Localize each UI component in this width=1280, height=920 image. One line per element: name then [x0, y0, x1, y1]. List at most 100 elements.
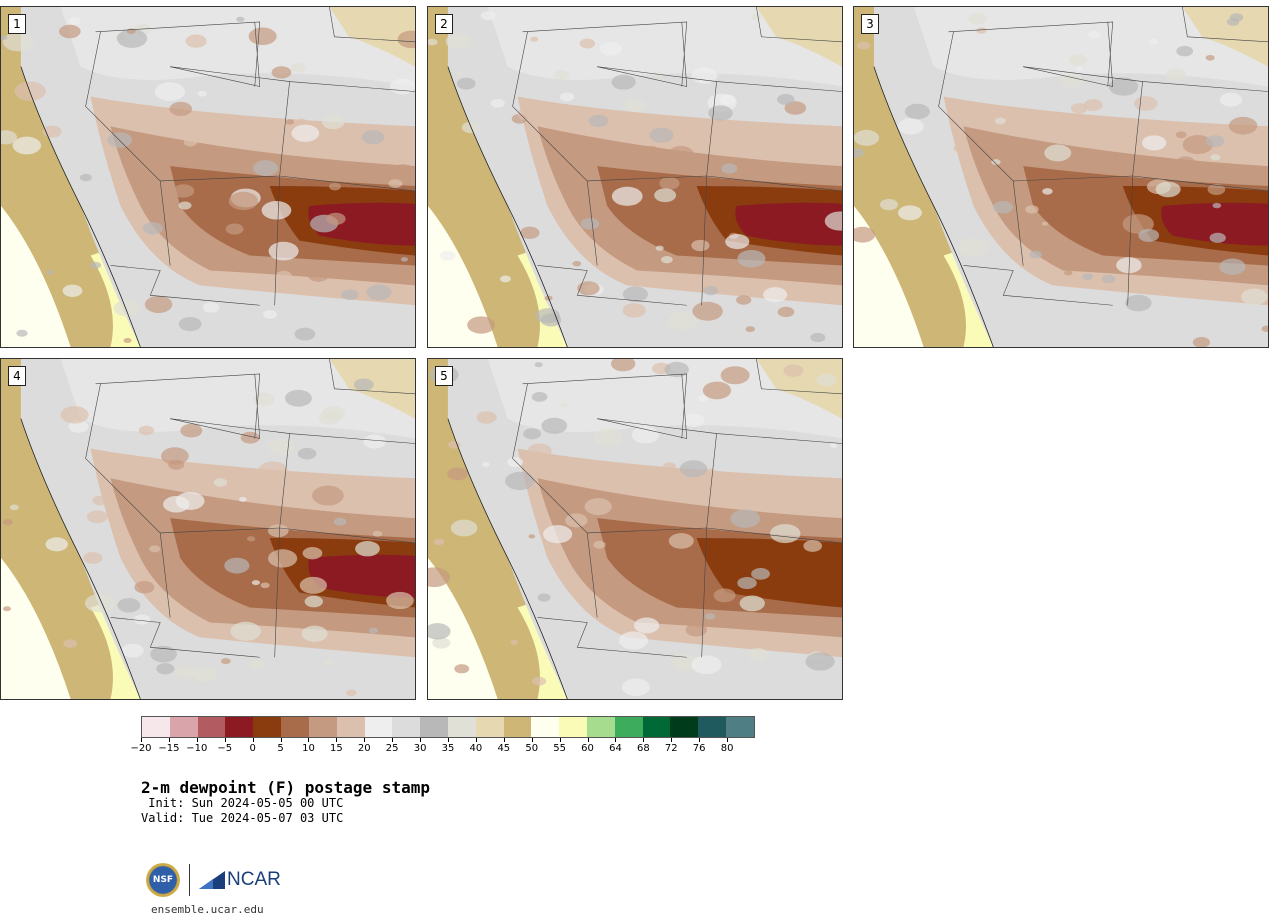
speckle [1060, 73, 1083, 88]
speckle [1138, 228, 1160, 242]
state-boundary [274, 175, 280, 306]
state-boundary [329, 7, 415, 43]
speckle [476, 411, 497, 424]
speckle [366, 284, 392, 301]
speckle [268, 241, 299, 261]
speckle [368, 627, 379, 634]
speckle [751, 567, 770, 580]
colorbar-tick [141, 738, 142, 742]
speckle [621, 678, 650, 697]
speckle [1064, 270, 1073, 276]
speckle [123, 338, 132, 344]
moist-ocean [854, 205, 924, 347]
speckle [560, 92, 575, 102]
coastline [447, 66, 568, 347]
speckle [854, 226, 876, 243]
state-boundary [170, 21, 261, 87]
init-time: Init: Sun 2024-05-05 00 UTC [141, 796, 344, 810]
speckle [1044, 144, 1072, 162]
site-url: ensemble.ucar.edu [151, 903, 264, 916]
speckle [897, 118, 924, 135]
speckle [599, 41, 622, 56]
state-boundary [95, 21, 261, 87]
speckle [720, 366, 750, 385]
colorbar-tick-label: 20 [357, 743, 371, 754]
speckle [668, 145, 694, 162]
panel-number-label: 4 [8, 366, 26, 386]
speckle [318, 410, 342, 425]
speckle [490, 98, 505, 108]
speckle [854, 129, 880, 146]
colorbar-swatch [225, 717, 254, 737]
colorbar-swatch [559, 717, 587, 737]
speckle [144, 295, 173, 314]
speckle [530, 36, 539, 42]
speckle [1219, 258, 1246, 275]
speckle [230, 621, 261, 641]
speckle [87, 510, 108, 524]
colorbar-swatch [308, 717, 337, 737]
colorbar-tick [559, 738, 561, 742]
speckle [662, 462, 676, 471]
colorbar-swatch [281, 717, 309, 737]
moist-ocean [1, 205, 71, 347]
colorbar-tick-label: −15 [158, 743, 180, 754]
colorbar-tick [308, 738, 310, 742]
speckle [304, 595, 323, 608]
speckle [737, 576, 757, 590]
state-boundary [701, 527, 707, 658]
coastline [20, 418, 141, 699]
colorbar-tick-label: 64 [609, 743, 622, 754]
colorbar-tick-label: 68 [636, 743, 650, 754]
speckle [60, 406, 89, 424]
panel-number-label: 1 [8, 14, 26, 34]
speckle [1, 35, 8, 41]
speckle [1192, 336, 1211, 347]
colorbar-swatch [475, 717, 504, 737]
speckle [661, 256, 673, 264]
speckle [294, 327, 316, 341]
colorbar-swatch [587, 717, 615, 737]
colorbar-tick-label: −5 [217, 743, 233, 754]
speckle [268, 438, 295, 456]
dewpoint-map-2 [428, 7, 842, 347]
northern-plains [487, 7, 842, 87]
speckle [68, 17, 81, 25]
speckle [84, 593, 115, 613]
state-boundary [512, 31, 598, 266]
speckle [133, 614, 151, 625]
speckle [520, 226, 540, 239]
speckle [345, 689, 357, 697]
speckle [225, 223, 244, 235]
speckle [480, 10, 496, 21]
speckle [2, 32, 34, 52]
speckle [433, 538, 445, 546]
panel-number-label: 3 [861, 14, 879, 34]
speckle [284, 389, 312, 407]
speckle [238, 497, 247, 502]
dewpoint-map-3 [854, 7, 1268, 347]
colorbar-swatch [503, 717, 532, 737]
speckle [992, 200, 1014, 214]
state-boundary [756, 359, 842, 395]
speckle [572, 260, 582, 267]
state-boundary [948, 21, 1114, 87]
speckle [854, 148, 865, 158]
speckle [113, 300, 140, 317]
speckle [1082, 273, 1094, 281]
colorbar-swatch [447, 717, 476, 737]
speckle [83, 551, 103, 564]
speckle [236, 16, 245, 22]
speckle [62, 284, 83, 297]
speckle [169, 101, 193, 116]
speckle [976, 27, 987, 34]
speckle [879, 199, 898, 211]
speckle [156, 663, 175, 675]
speckle [252, 160, 279, 176]
colorbar-tick [252, 738, 254, 742]
speckle [644, 145, 659, 155]
speckle [1209, 232, 1226, 243]
speckle [655, 245, 664, 251]
speckle [994, 117, 1006, 125]
speckle [1176, 45, 1194, 57]
